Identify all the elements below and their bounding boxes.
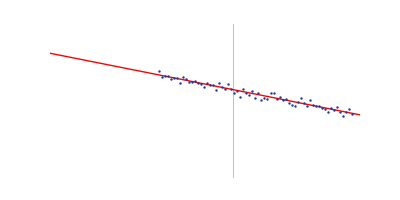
Point (195, 82, 201, 85)
Point (286, 101, 292, 104)
Point (219, 85, 225, 89)
Point (313, 104, 319, 107)
Point (158, 75, 165, 78)
Point (161, 74, 168, 78)
Point (180, 76, 186, 79)
Point (267, 92, 274, 95)
Point (270, 92, 277, 95)
Point (328, 106, 334, 109)
Point (264, 98, 271, 101)
Point (349, 113, 356, 116)
Point (255, 92, 262, 95)
Point (343, 111, 349, 114)
Point (249, 89, 256, 92)
Point (301, 101, 307, 105)
Point (325, 110, 331, 114)
Point (225, 82, 231, 85)
Point (252, 97, 258, 100)
Point (234, 90, 240, 93)
Point (298, 96, 304, 99)
Point (304, 104, 310, 107)
Point (186, 81, 192, 84)
Point (192, 79, 198, 82)
Point (174, 77, 180, 80)
Point (282, 97, 289, 100)
Point (346, 107, 352, 110)
Point (222, 87, 228, 91)
Point (337, 110, 343, 113)
Point (228, 88, 234, 91)
Point (204, 81, 210, 85)
Point (340, 115, 346, 118)
Point (170, 76, 177, 79)
Point (316, 104, 322, 108)
Point (261, 96, 268, 99)
Point (322, 107, 328, 110)
Point (258, 99, 265, 102)
Point (276, 95, 283, 98)
Point (319, 106, 325, 109)
Point (292, 105, 298, 108)
Point (240, 87, 246, 91)
Point (155, 69, 162, 72)
Point (310, 103, 316, 107)
Point (164, 74, 171, 77)
Point (280, 98, 286, 102)
Point (189, 80, 195, 83)
Point (246, 93, 252, 96)
Point (198, 82, 204, 85)
Point (182, 77, 189, 80)
Point (168, 78, 174, 81)
Point (216, 81, 222, 84)
Point (213, 88, 219, 92)
Point (176, 82, 183, 85)
Point (288, 104, 295, 107)
Point (273, 97, 280, 101)
Point (331, 108, 337, 112)
Point (201, 86, 207, 89)
Point (334, 106, 340, 109)
Point (231, 92, 237, 95)
Point (243, 92, 250, 95)
Point (294, 100, 301, 103)
Point (307, 99, 313, 102)
Point (207, 83, 213, 86)
Point (210, 83, 216, 87)
Point (237, 95, 244, 98)
